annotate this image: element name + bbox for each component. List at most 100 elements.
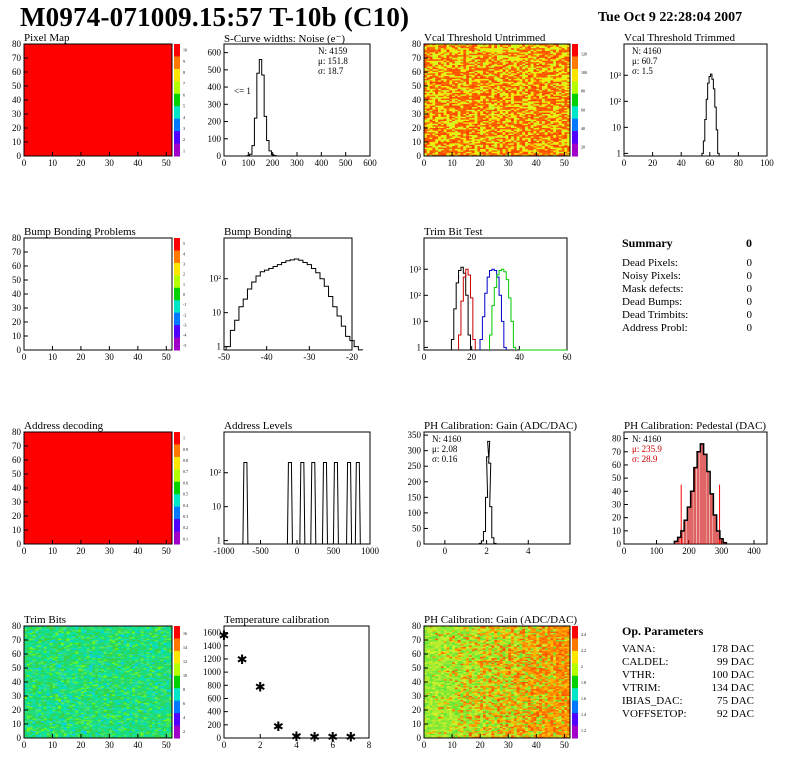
stat-line: N: 4160 <box>632 434 662 444</box>
scatter-point: ✱ <box>237 652 248 667</box>
op-param-value: 100 DAC <box>711 669 754 681</box>
y-tick-label: 0 <box>17 151 22 161</box>
x-tick-label: 50 <box>560 740 570 750</box>
y-tick-label: 40 <box>412 677 422 687</box>
x-tick-label: 400 <box>747 546 761 556</box>
scatter-point: ✱ <box>345 729 356 744</box>
x-tick-label: 30 <box>504 740 514 750</box>
x-tick-label: 50 <box>162 546 172 556</box>
palette-tick-label: 60 <box>581 107 585 112</box>
y-tick-label: 40 <box>12 677 22 687</box>
chart-title: Bump Bonding <box>224 226 292 238</box>
chart-title: PH Calibration: Gain (ADC/DAC) <box>424 614 578 626</box>
summary-label: Mask defects: <box>622 283 684 295</box>
palette-tick-label: 1.2 <box>581 728 586 733</box>
op-param-label: VTHR: <box>622 669 655 681</box>
x-tick-label: 40 <box>133 546 143 556</box>
palette-tick-label: 2.2 <box>581 648 586 653</box>
scatter-point: ✱ <box>309 729 320 744</box>
summary-row: Address Probl: 0 <box>622 322 752 335</box>
summary-total: 0 <box>746 236 752 250</box>
y-tick-label: 50 <box>412 663 422 673</box>
x-tick-label: 40 <box>515 352 525 362</box>
y-tick-label: 30 <box>12 303 22 313</box>
y-tick-label: 60 <box>12 455 22 465</box>
y-tick-label: 10 <box>412 316 422 326</box>
stat-line: μ: 2.08 <box>432 444 458 454</box>
plot-frame <box>623 431 768 545</box>
address-peak <box>286 462 293 545</box>
stat-line: σ: 28.9 <box>632 454 658 464</box>
stat-line: N: 4160 <box>632 46 662 56</box>
palette-tick-label: -2 <box>183 312 186 317</box>
y-tick-label: 10 <box>412 719 422 729</box>
palette-tick-label: 4 <box>183 715 185 720</box>
palette-tick-label: 0.9 <box>183 447 188 452</box>
x-tick-label: 500 <box>327 546 341 556</box>
y-tick-label: 40 <box>12 95 22 105</box>
x-tick-label: 10 <box>48 740 58 750</box>
y-tick-label: 200 <box>208 720 222 730</box>
y-tick-label: 70 <box>12 53 22 63</box>
x-tick-label: 0 <box>422 158 427 168</box>
y-tick-label: 20 <box>412 123 422 133</box>
y-tick-label: 10 <box>12 525 22 535</box>
x-tick-label: 50 <box>560 158 570 168</box>
y-tick-label: 60 <box>12 67 22 77</box>
chart-title: PH Calibration: Pedestal (DAC) <box>624 420 767 432</box>
x-tick-label: 20 <box>76 352 86 362</box>
x-tick-label: 40 <box>133 740 143 750</box>
palette-bar: 16 14 12 10 8 6 4 2 <box>174 626 187 739</box>
y-tick-label: 80 <box>412 39 422 49</box>
x-tick-label: 0 <box>422 352 427 362</box>
chart-title: Trim Bits <box>24 614 67 626</box>
y-tick-label: 80 <box>12 427 22 437</box>
y-tick-label: 40 <box>412 95 422 105</box>
x-tick-label: 200 <box>682 546 696 556</box>
underflow-note: <= 1 <box>234 86 251 96</box>
date-stamp: Tue Oct 9 22:28:04 2007 <box>598 10 743 25</box>
op-param-row: VTRIM: 134 DAC <box>622 682 754 695</box>
y-tick-label: 70 <box>12 441 22 451</box>
palette-tick-label: 1 <box>183 282 185 287</box>
y-tick-label: 80 <box>12 233 22 243</box>
y-tick-label: 80 <box>12 621 22 631</box>
plot-frame <box>623 43 768 157</box>
x-tick-label: 500 <box>339 158 353 168</box>
x-tick-label: 20 <box>76 740 86 750</box>
y-tick-label: 20 <box>612 513 622 523</box>
histogram-series <box>225 258 364 351</box>
y-tick-label: 1 <box>617 148 622 158</box>
y-tick-label: 10 <box>612 526 622 536</box>
y-tick-label: 40 <box>12 483 22 493</box>
palette-tick-label: 0.3 <box>183 514 188 519</box>
palette-tick-label: 4 <box>183 251 185 256</box>
palette-tick-label: 0 <box>183 292 185 297</box>
address-peak <box>299 462 306 545</box>
x-tick-label: 30 <box>105 740 115 750</box>
palette-tick-label: 1.6 <box>581 696 586 701</box>
scatter-point: ✱ <box>291 729 302 744</box>
palette-tick-label: 12 <box>183 659 187 664</box>
palette-tick-label: 14 <box>183 645 187 650</box>
x-tick-label: 20 <box>76 546 86 556</box>
x-tick-label: -20 <box>346 352 358 362</box>
x-tick-label: 10 <box>448 158 458 168</box>
summary-value: 0 <box>746 257 753 269</box>
x-tick-label: 0 <box>222 740 227 750</box>
x-tick-label: 100 <box>650 546 664 556</box>
summary-label: Noisy Pixels: <box>622 270 681 282</box>
scatter-point: ✱ <box>327 729 338 744</box>
y-tick-label: 300 <box>208 99 222 109</box>
y-tick-label: 10 <box>412 137 422 147</box>
histogram-series <box>450 266 471 350</box>
op-param-label: CALDEL: <box>622 656 669 668</box>
palette-tick-label: 10 <box>183 48 187 53</box>
x-tick-label: 0 <box>422 740 427 750</box>
x-tick-label: -30 <box>303 352 315 362</box>
x-tick-label: 60 <box>563 352 573 362</box>
x-tick-label: 20 <box>476 740 486 750</box>
x-tick-label: 100 <box>760 158 774 168</box>
y-tick-label: 100 <box>408 508 422 518</box>
y-tick-label: 70 <box>412 53 422 63</box>
